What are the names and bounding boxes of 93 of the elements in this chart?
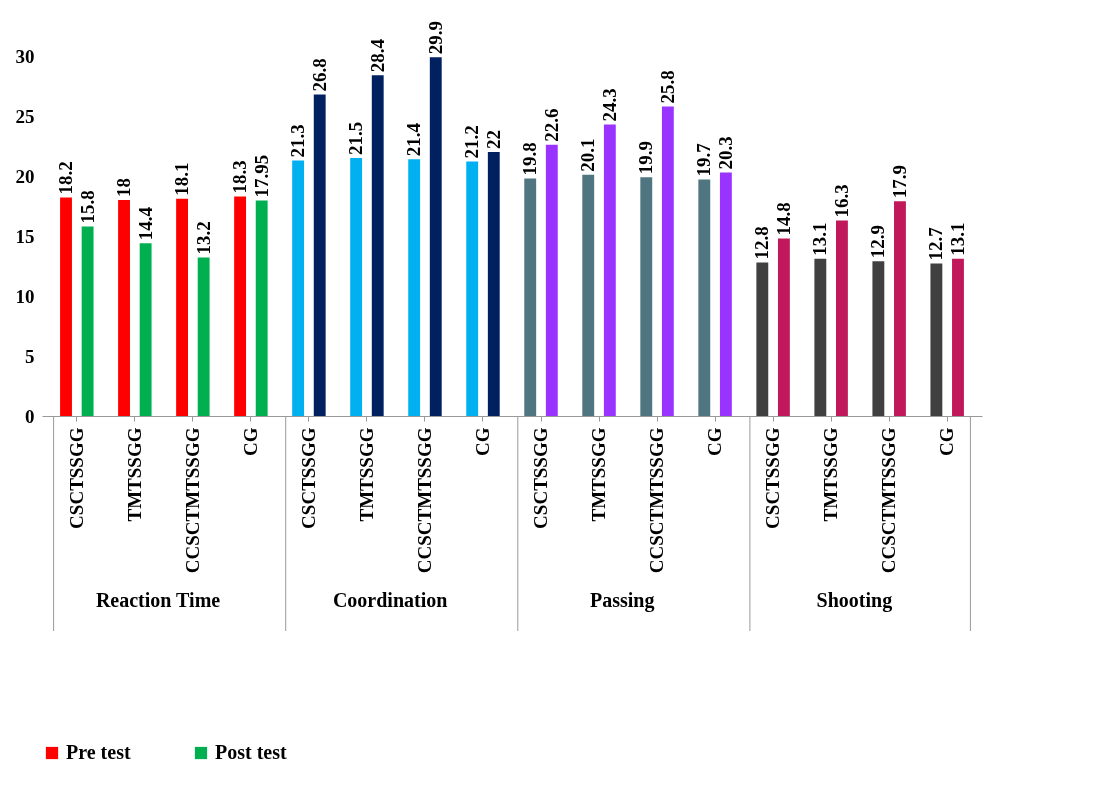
x-tick-label: CCSCTMTSSGG <box>878 427 900 574</box>
data-label: 29.9 <box>424 20 446 55</box>
x-tick-label: CG <box>239 427 261 456</box>
bar <box>814 258 827 416</box>
data-label: 20.1 <box>577 138 599 172</box>
bar <box>60 197 72 416</box>
text: Reaction Time <box>95 589 221 611</box>
bar <box>777 238 790 416</box>
x-tick-label: TMTSSGG <box>588 427 610 522</box>
bar <box>234 196 247 416</box>
bar <box>255 200 268 416</box>
legend-label: Post test <box>215 741 287 763</box>
bar <box>371 75 384 416</box>
y-tick-label: 5 <box>25 345 35 367</box>
data-label: 13.2 <box>192 221 214 255</box>
y-tick-label: 25 <box>15 105 35 127</box>
data-label: 18.1 <box>171 162 193 196</box>
bar <box>835 220 848 416</box>
data-label: 20.3 <box>714 136 736 170</box>
data-label: 26.8 <box>308 58 330 92</box>
data-label: 19.8 <box>519 142 541 176</box>
text: Passing <box>590 589 655 612</box>
bar <box>756 262 769 416</box>
data-label: 17.95 <box>250 154 272 198</box>
data-label: 22 <box>482 130 504 149</box>
data-label: 14.8 <box>772 202 794 236</box>
data-label: 28.4 <box>366 38 388 73</box>
y-tick-label: 20 <box>15 165 35 187</box>
bar <box>582 174 595 416</box>
data-label: 25.8 <box>656 70 678 104</box>
x-tick-label: CSCTSSGG <box>762 427 784 529</box>
bar <box>118 200 130 416</box>
x-tick-label: CG <box>471 427 493 456</box>
x-tick-label: TMTSSGG <box>355 427 377 522</box>
data-label: 17.9 <box>888 164 910 199</box>
bar <box>524 178 537 416</box>
y-tick-label: 10 <box>15 285 35 307</box>
bar <box>292 160 305 416</box>
legend-label: Pre test <box>66 741 131 763</box>
bar <box>350 158 363 416</box>
data-label: 13.1 <box>946 222 968 256</box>
data-label: 21.3 <box>287 124 309 158</box>
text: Coordination <box>332 589 448 611</box>
data-label: 19.7 <box>693 142 715 177</box>
x-tick-label: CG <box>704 427 726 456</box>
data-label: 19.9 <box>635 140 657 175</box>
x-tick-label: CSCTSSGG <box>65 427 87 529</box>
bar <box>698 179 711 416</box>
x-tick-label: CSCTSSGG <box>297 427 319 529</box>
data-label: 21.4 <box>403 122 425 157</box>
bar <box>952 258 964 416</box>
x-tick-label: CCSCTMTSSGG <box>646 427 668 574</box>
data-label: 18.3 <box>229 160 251 194</box>
x-tick-label: CG <box>936 427 958 456</box>
x-tick-label: CSCTSSGG <box>530 427 552 529</box>
bar <box>81 226 94 416</box>
bar <box>313 94 326 416</box>
x-tick-label: CCSCTMTSSGG <box>413 427 435 574</box>
bar <box>429 57 442 416</box>
bar <box>139 243 152 416</box>
data-label: 12.9 <box>867 224 889 259</box>
x-tick-label: CCSCTMTSSGG <box>181 427 203 574</box>
bar <box>487 152 500 416</box>
data-label: 21.5 <box>345 121 367 155</box>
bar <box>176 198 189 416</box>
data-label: 12.7 <box>925 226 947 261</box>
y-tick-label: 30 <box>15 45 35 67</box>
bar <box>603 124 616 416</box>
bar <box>640 177 653 416</box>
bar <box>930 263 943 416</box>
bar <box>197 257 210 416</box>
bar <box>408 159 421 416</box>
bar <box>872 261 885 416</box>
x-tick-label: TMTSSGG <box>820 427 842 522</box>
bar <box>719 172 732 416</box>
bar <box>661 106 674 416</box>
data-label: 16.3 <box>830 184 852 218</box>
data-label: 18.2 <box>55 161 77 195</box>
bar <box>894 201 906 416</box>
data-label: 13.1 <box>809 222 831 256</box>
data-label: 22.6 <box>540 108 562 142</box>
y-tick-label: 0 <box>25 405 35 427</box>
data-label: 14.4 <box>134 206 156 241</box>
data-label: 18 <box>113 178 135 197</box>
x-tick-label: TMTSSGG <box>123 427 145 522</box>
data-label: 15.8 <box>76 190 98 224</box>
data-label: 21.2 <box>461 125 483 159</box>
data-label: 12.8 <box>751 226 773 260</box>
y-tick-label: 15 <box>15 225 35 247</box>
text: Shooting <box>816 589 893 612</box>
data-label: 24.3 <box>598 88 620 122</box>
bar <box>466 161 479 416</box>
bar <box>545 144 558 416</box>
